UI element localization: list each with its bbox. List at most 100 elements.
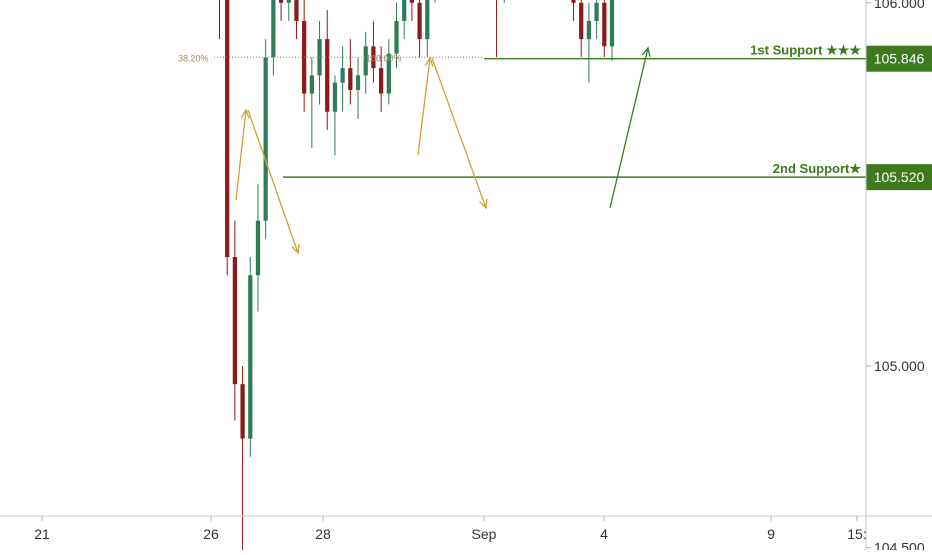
candle-body xyxy=(394,20,399,54)
pattern-arrow-2 xyxy=(247,109,300,255)
y-tick-label: 104.500 xyxy=(874,540,925,550)
x-tick-label: 4 xyxy=(600,526,608,542)
fib-38-label: 38.20% xyxy=(178,53,209,63)
candlestick xyxy=(325,10,330,130)
candlestick xyxy=(417,0,422,58)
candlestick xyxy=(263,39,268,239)
candlestick xyxy=(255,184,261,312)
candle-body xyxy=(602,2,607,47)
candlestick xyxy=(571,0,576,21)
candle-body xyxy=(286,0,291,3)
arrow-head xyxy=(479,198,488,210)
support2-label: 2nd Support★ xyxy=(773,161,862,176)
candlestick xyxy=(286,0,291,21)
candlestick xyxy=(602,0,607,58)
candle-body xyxy=(248,275,253,439)
candlestick xyxy=(302,0,307,112)
arrow-shaft xyxy=(431,57,487,209)
x-tick-label: 15: xyxy=(847,526,866,542)
candlestick xyxy=(232,220,238,421)
candle-body xyxy=(309,75,314,94)
x-tick-label: Sep xyxy=(472,526,497,542)
candlestick xyxy=(503,0,505,3)
candle-body xyxy=(278,0,284,3)
arrow-head xyxy=(641,46,651,57)
candlestick xyxy=(425,0,430,58)
candlestick xyxy=(248,257,253,457)
support1-price-label: 105.846 xyxy=(874,51,925,67)
candlestick xyxy=(340,46,345,112)
arrow-shaft xyxy=(235,109,247,201)
y-tick-label: 105.000 xyxy=(874,358,925,374)
y-tick-label: 106.000 xyxy=(874,0,925,11)
arrow-shaft xyxy=(609,47,649,209)
x-tick-label: 28 xyxy=(315,526,331,542)
candle-body xyxy=(417,2,422,40)
candle-body xyxy=(348,68,353,90)
candlestick xyxy=(278,0,284,21)
candlestick xyxy=(225,0,230,276)
candle-body xyxy=(594,2,599,21)
candle-body xyxy=(255,220,261,276)
x-tick-label: 21 xyxy=(34,526,50,542)
candlestick xyxy=(294,0,299,40)
candle-body xyxy=(263,57,268,221)
candlestick xyxy=(371,20,376,83)
projection-arrow xyxy=(609,46,651,209)
support1-label: 1st Support ★★★ xyxy=(750,43,861,58)
candlestick xyxy=(434,0,436,3)
candlestick xyxy=(409,0,415,21)
support1-price-tag xyxy=(866,45,932,72)
candlestick xyxy=(309,57,314,149)
arrow-head xyxy=(424,56,434,67)
candlestick xyxy=(271,0,276,76)
support2-price-tag xyxy=(866,164,932,191)
fib-100-label: 100.00% xyxy=(366,53,402,63)
candle-body xyxy=(586,20,592,40)
arrow-head xyxy=(291,243,300,255)
candlestick xyxy=(394,2,399,69)
candle-body xyxy=(294,0,299,21)
candlestick xyxy=(317,20,322,105)
candlestick xyxy=(363,31,368,94)
pattern-arrow-3 xyxy=(417,56,434,156)
x-tick-label: 26 xyxy=(203,526,219,542)
candlestick xyxy=(594,0,599,40)
candle-body xyxy=(363,46,368,76)
x-tick-label: 9 xyxy=(767,526,775,542)
candlestick xyxy=(609,0,615,61)
candles-layer xyxy=(218,0,615,555)
candle-body xyxy=(571,0,576,3)
candle-body xyxy=(579,2,584,40)
candlestick xyxy=(218,0,220,40)
candlestick xyxy=(386,39,391,105)
candle-body xyxy=(271,0,276,58)
candlestick xyxy=(402,0,407,40)
annotations-layer: 38.20%100.00%1st Resistance ★★★106.7531s… xyxy=(178,43,932,255)
arrow-shaft xyxy=(417,57,431,156)
candlestick xyxy=(348,39,353,105)
arrow-shaft xyxy=(247,109,299,254)
candle-body xyxy=(409,0,415,3)
candle-body xyxy=(340,68,345,83)
candle-body xyxy=(425,0,430,40)
candlestick xyxy=(496,0,498,58)
candlestick xyxy=(586,2,592,83)
candle-body xyxy=(355,75,361,90)
pattern-arrow-1 xyxy=(235,108,250,201)
candlestick xyxy=(378,46,384,112)
candle-body xyxy=(232,257,238,385)
candlestick xyxy=(355,57,361,120)
candle-body xyxy=(240,384,245,439)
candlestick xyxy=(579,0,584,58)
candle-body xyxy=(332,82,338,112)
candlestick xyxy=(240,366,245,555)
candle-body xyxy=(225,0,230,258)
pattern-arrow-4 xyxy=(431,57,488,210)
candle-body xyxy=(325,39,330,112)
support2-price-label: 105.520 xyxy=(874,169,925,185)
candle-body xyxy=(386,53,391,94)
